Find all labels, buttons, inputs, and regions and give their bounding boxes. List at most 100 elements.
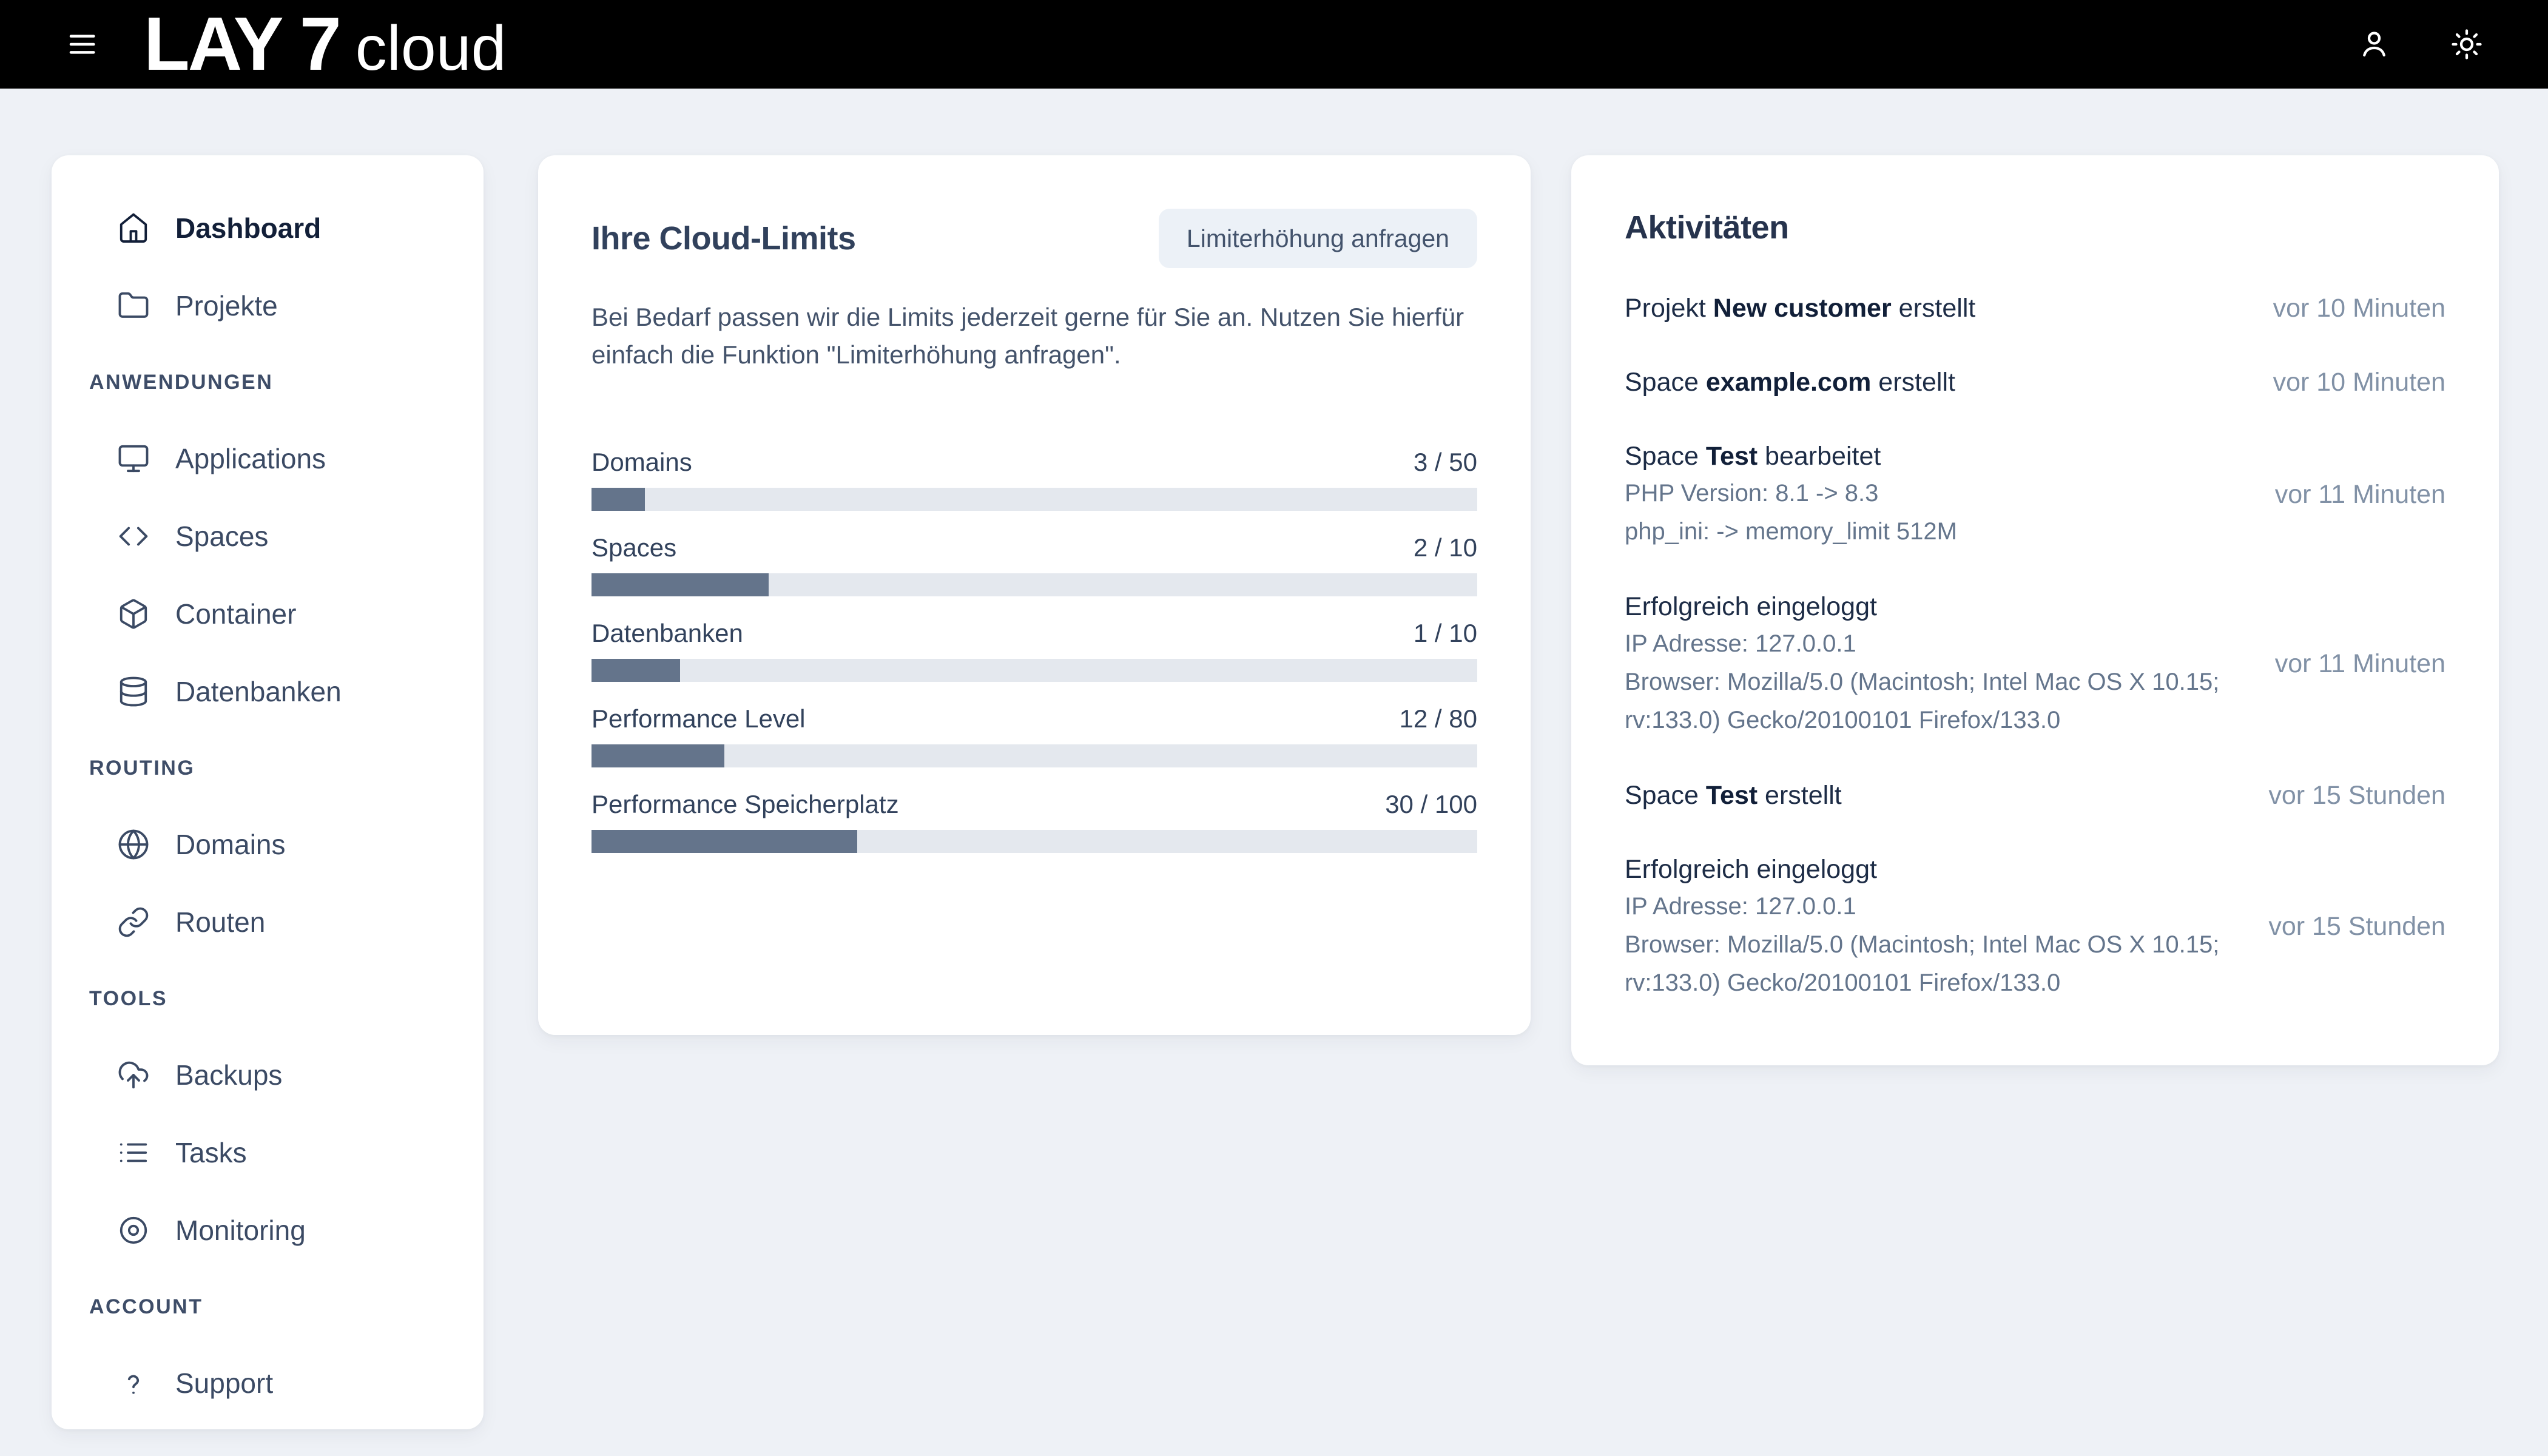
limit-progress-track xyxy=(592,659,1477,682)
sidebar-item-label: Domains xyxy=(175,829,286,860)
code-icon xyxy=(117,520,150,553)
sidebar-item-projekte[interactable]: Projekte xyxy=(52,267,484,345)
sidebar-item-label: Tasks xyxy=(175,1137,247,1168)
sidebar-item-monitoring[interactable]: Monitoring xyxy=(52,1191,484,1269)
logo-primary-text: LAY 7 xyxy=(144,2,342,86)
activity-timestamp: vor 10 Minuten xyxy=(2273,367,2445,397)
limit-group-domains: Domains 3 / 50 xyxy=(592,445,1477,511)
activity-detail-line: PHP Version: 8.1 -> 8.3 xyxy=(1625,480,1879,507)
sidebar-item-domains[interactable]: Domains xyxy=(52,806,484,883)
sidebar-item-label: Backups xyxy=(175,1059,283,1091)
activity-row: Space Test erstellt vor 15 Stunden xyxy=(1625,777,2445,814)
description-line-1: Bei Bedarf passen wir die Limits jederze… xyxy=(592,303,1464,331)
logo-secondary-text: cloud xyxy=(355,13,507,84)
limit-value: 3 / 50 xyxy=(1413,448,1477,476)
sidebar-item-label: Monitoring xyxy=(175,1215,306,1246)
sidebar-item-label: Routen xyxy=(175,906,266,938)
activity-timestamp: vor 11 Minuten xyxy=(2274,479,2445,509)
app-logo[interactable]: LAY 7 cloud xyxy=(144,7,506,82)
limit-label: Datenbanken xyxy=(592,619,743,647)
sidebar-item-label: Dashboard xyxy=(175,212,322,244)
limit-progress-fill xyxy=(592,830,857,853)
limit-value: 2 / 10 xyxy=(1413,533,1477,562)
limit-progress-fill xyxy=(592,659,680,682)
cloud-upload-icon xyxy=(117,1059,150,1091)
limit-label: Performance Level xyxy=(592,704,806,733)
sidebar-item-dashboard[interactable]: Dashboard xyxy=(52,189,484,267)
activity-content: Space Test erstellt xyxy=(1625,777,2268,814)
limit-progress-track xyxy=(592,488,1477,511)
activity-detail-line: rv:133.0) Gecko/20100101 Firefox/133.0 xyxy=(1625,969,2061,996)
activity-content: Erfolgreich eingeloggt IP Adresse: 127.0.… xyxy=(1625,588,2268,740)
sidebar-item-label: Spaces xyxy=(175,521,269,552)
limit-group-datenbanken: Datenbanken 1 / 10 xyxy=(592,616,1477,682)
activity-detail-line: Browser: Mozilla/5.0 (Macintosh; Intel M… xyxy=(1625,669,2220,695)
sidebar-section-label-tools: TOOLS xyxy=(89,986,167,1010)
sidebar-item-label: Datenbanken xyxy=(175,676,342,707)
activity-title-strong: New customer xyxy=(1713,294,1892,323)
sidebar-item-routen[interactable]: Routen xyxy=(52,883,484,961)
activity-row: Projekt New customer erstellt vor 10 Minu… xyxy=(1625,290,2445,326)
activity-timestamp: vor 10 Minuten xyxy=(2273,293,2445,323)
home-icon xyxy=(117,212,150,244)
monitor-icon xyxy=(117,442,150,475)
activity-title-strong: Test xyxy=(1705,781,1758,810)
sidebar-item-label: Container xyxy=(175,598,297,630)
limit-group-spaces: Spaces 2 / 10 xyxy=(592,531,1477,596)
sidebar-item-support[interactable]: Support xyxy=(52,1344,484,1422)
limit-value: 12 / 80 xyxy=(1399,704,1477,733)
activities-list: Projekt New customer erstellt vor 10 Minu… xyxy=(1625,290,2445,1002)
question-icon xyxy=(117,1367,150,1400)
limit-value: 1 / 10 xyxy=(1413,619,1477,647)
sidebar-item-backups[interactable]: Backups xyxy=(52,1036,484,1114)
sidebar-item-spaces[interactable]: Spaces xyxy=(52,497,484,575)
sidebar-item-label: Support xyxy=(175,1367,274,1399)
limit-group-performance-level: Performance Level 12 / 80 xyxy=(592,702,1477,767)
sidebar-item-label: Projekte xyxy=(175,290,278,322)
activity-detail-line: Browser: Mozilla/5.0 (Macintosh; Intel M… xyxy=(1625,931,2220,958)
sun-icon[interactable] xyxy=(2449,26,2485,62)
activity-timestamp: vor 15 Stunden xyxy=(2268,780,2445,810)
sidebar-section-label-anwendungen: ANWENDUNGEN xyxy=(89,370,274,394)
sidebar-item-datenbanken[interactable]: Datenbanken xyxy=(52,653,484,730)
activity-detail-line: rv:133.0) Gecko/20100101 Firefox/133.0 xyxy=(1625,707,2061,733)
sidebar-navigation: Dashboard Projekte ANWENDUNGEN Applications… xyxy=(52,155,484,1429)
limits-progress-list: Domains 3 / 50 Spaces 2 / 10 Datenbanken 1 / … xyxy=(592,445,1477,853)
limit-value: 30 / 100 xyxy=(1385,790,1477,818)
sidebar-item-tasks[interactable]: Tasks xyxy=(52,1114,484,1191)
activity-timestamp: vor 15 Stunden xyxy=(2268,912,2445,941)
cloud-limits-description: Bei Bedarf passen wir die Limits jederze… xyxy=(592,298,1477,374)
limit-progress-track xyxy=(592,744,1477,767)
user-icon[interactable] xyxy=(2358,26,2394,62)
activity-timestamp: vor 11 Minuten xyxy=(2274,649,2445,678)
activity-title-strong: example.com xyxy=(1705,368,1872,397)
activity-detail-line: IP Adresse: 127.0.0.1 xyxy=(1625,893,1856,920)
activity-title: Space Test bearbeitet xyxy=(1625,442,1881,471)
activity-row: Erfolgreich eingeloggt IP Adresse: 127.0.… xyxy=(1625,851,2445,1002)
activities-title: Aktivitäten xyxy=(1625,209,1789,246)
limit-progress-fill xyxy=(592,573,769,596)
sidebar-item-container[interactable]: Container xyxy=(52,575,484,653)
limit-label: Domains xyxy=(592,448,692,476)
activity-content: Space Test bearbeitet PHP Version: 8.1 ->… xyxy=(1625,438,2268,551)
activity-detail-line: IP Adresse: 127.0.0.1 xyxy=(1625,630,1856,657)
activity-content: Erfolgreich eingeloggt IP Adresse: 127.0.… xyxy=(1625,851,2268,1002)
request-limit-increase-button[interactable]: Limiterhöhung anfragen xyxy=(1158,209,1477,268)
activity-content: Projekt New customer erstellt xyxy=(1625,290,2268,326)
sidebar-item-label: Applications xyxy=(175,443,326,474)
list-icon xyxy=(117,1136,150,1169)
activity-title: Space example.com erstellt xyxy=(1625,368,1955,397)
sidebar-section-label-account: ACCOUNT xyxy=(89,1295,203,1318)
activity-content: Space example.com erstellt xyxy=(1625,364,2268,400)
limit-progress-track xyxy=(592,573,1477,596)
activity-title: Erfolgreich eingeloggt xyxy=(1625,592,1877,621)
link-icon xyxy=(117,906,150,939)
limit-label: Spaces xyxy=(592,533,677,562)
folder-icon xyxy=(117,289,150,322)
cloud-limits-title: Ihre Cloud-Limits xyxy=(592,220,856,257)
sidebar-item-applications[interactable]: Applications xyxy=(52,420,484,497)
circle-dot-icon xyxy=(117,1214,150,1247)
hamburger-menu-icon[interactable] xyxy=(64,25,103,64)
description-line-2: einfach die Funktion "Limiterhöhung anfr… xyxy=(592,340,1121,369)
box-icon xyxy=(117,598,150,630)
